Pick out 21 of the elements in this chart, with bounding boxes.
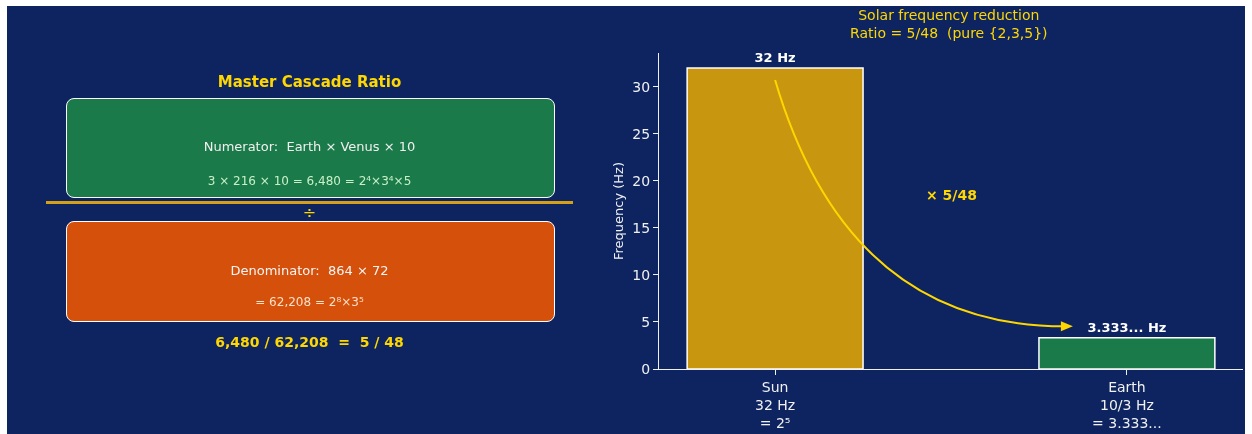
y-tick-label: 5 [641,313,651,330]
y-tick-label: 20 [632,172,651,189]
text: Master Cascade Ratio [216,73,403,91]
chart-title: Solar frequency reduction Ratio = 5/48 (pure {2,3,5}) [850,6,1048,41]
text: Numerator: Earth × Venus × 10 [202,139,417,154]
y-tick-label: 25 [632,125,651,142]
data-label: 3.333... Hz [1087,319,1167,335]
x-tick-label: Sun 32 Hz = 2⁵ [755,378,796,432]
text: 6,480 / 62,208 = 5 / 48 [214,334,405,350]
text: ÷ [301,203,318,222]
y-tick-label: 0 [641,360,651,377]
y-tick-label: 30 [632,78,651,95]
y-tick-label: 10 [632,266,651,283]
y-tick-label: 15 [632,219,651,236]
text: 3 × 216 × 10 = 6,480 = 2⁴×3⁴×5 [206,174,413,188]
text: Denominator: 864 × 72 [229,263,390,278]
annotation: × 5/48 [926,187,977,203]
data-label: 32 Hz [754,50,796,66]
text: = 62,208 = 2⁸×3⁵ [254,295,365,309]
x-tick-label: Earth 10/3 Hz = 3.333... [1092,378,1162,432]
y-axis-title: Frequency (Hz) [611,161,626,261]
